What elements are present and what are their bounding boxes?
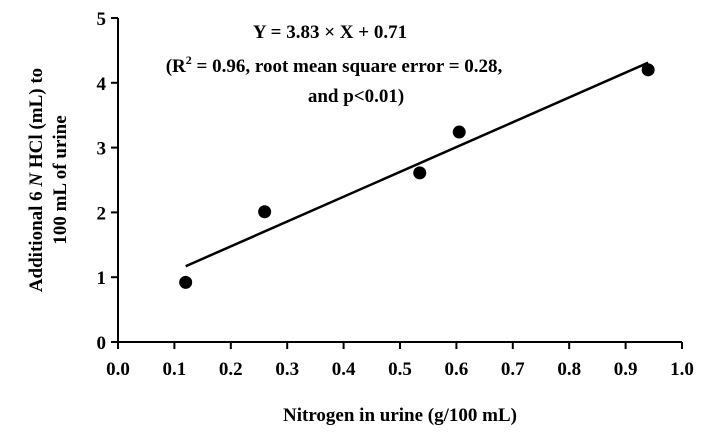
regression-line: [185, 61, 649, 268]
x-tick-label: 0.2: [219, 359, 243, 380]
data-point: [258, 205, 272, 219]
y-axis-title-line2: 100 mL of urine: [50, 115, 71, 244]
x-tick-label: 0.9: [614, 359, 638, 380]
stats-annotation-line1: (R2 = 0.96, root mean square error = 0.2…: [166, 53, 503, 77]
x-tick-label: 0.3: [275, 359, 299, 380]
data-point: [179, 275, 193, 289]
y-axis-title-part1: Additional 6: [26, 187, 47, 293]
y-tick-label: 3: [97, 139, 107, 160]
y-axis-title-line1: Additional 6 N HCl (mL) to: [26, 68, 47, 292]
x-tick-label: 0.7: [501, 359, 525, 380]
stats-prefix: (R: [166, 56, 186, 77]
x-tick-label: 0.4: [332, 359, 356, 380]
equation-annotation: Y = 3.83 × X + 0.71: [253, 22, 407, 43]
y-ticks: 0 1 2 3 4 5: [97, 9, 118, 354]
x-tick-label: 1.0: [670, 359, 694, 380]
data-point: [452, 125, 466, 139]
x-axis-title: Nitrogen in urine (g/100 mL): [283, 405, 517, 426]
y-axis-title-part3: HCl (mL) to: [26, 68, 47, 173]
y-tick-label: 0: [97, 333, 107, 354]
x-tick-label: 0.6: [445, 359, 469, 380]
data-points: [179, 63, 655, 289]
y-tick-label: 2: [97, 203, 107, 224]
stats-annotation-line2: and p<0.01): [308, 86, 404, 107]
x-tick-label: 0.0: [106, 359, 130, 380]
y-tick-label: 4: [97, 74, 107, 95]
y-axis-title-italic-n: N: [26, 172, 47, 188]
data-point: [413, 166, 427, 180]
x-tick-label: 0.5: [388, 359, 412, 380]
x-tick-label: 0.1: [163, 359, 187, 380]
y-tick-label: 5: [97, 9, 107, 30]
x-tick-label: 0.8: [557, 359, 581, 380]
y-tick-label: 1: [97, 268, 107, 289]
r-squared-superscript: 2: [186, 53, 192, 67]
stats-rest: = 0.96, root mean square error = 0.28,: [192, 56, 503, 77]
x-ticks: 0.0 0.1 0.2 0.3 0.4 0.5 0.6 0.7 0.8 0.9 1.0: [106, 342, 694, 380]
data-point: [641, 63, 655, 77]
